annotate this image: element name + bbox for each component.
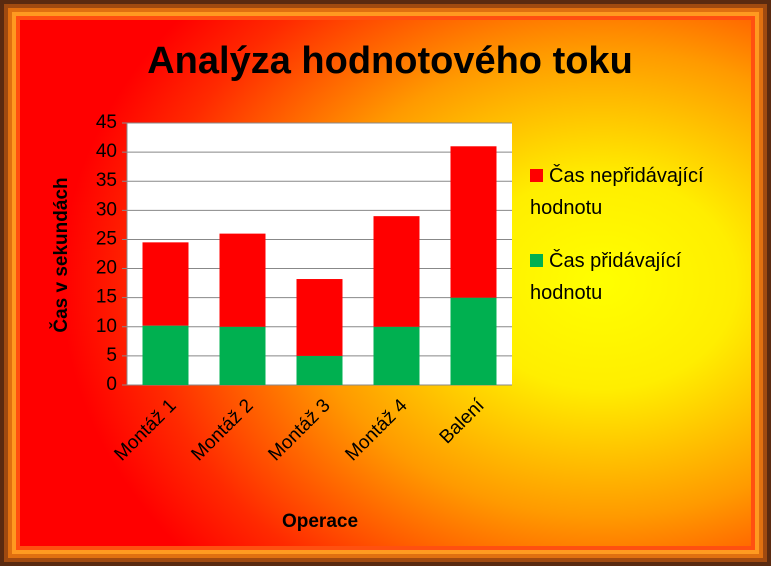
y-tick-label: 5 — [106, 345, 117, 366]
y-tick-label: 20 — [96, 258, 117, 279]
y-tick-label: 40 — [96, 141, 117, 162]
legend-label: Čas přidávající hodnotu — [530, 250, 682, 304]
x-tick-label: Montáž 3 — [264, 395, 334, 465]
bar-segment — [142, 325, 189, 385]
x-tick-label: Montáž 1 — [110, 395, 180, 465]
legend-label: Čas nepřidávající hodnotu — [530, 165, 704, 219]
y-tick-label: 30 — [96, 199, 117, 220]
bar-segment — [450, 297, 497, 385]
bar-segment — [219, 326, 266, 385]
bar-segment — [450, 146, 497, 298]
y-tick-label: 45 — [96, 112, 117, 133]
y-tick-label: 35 — [96, 170, 117, 191]
bar-segment — [296, 279, 343, 356]
bar-segment — [373, 326, 420, 385]
x-tick-label: Balení — [436, 395, 489, 448]
x-tick-label: Montáž 2 — [187, 395, 257, 465]
bar-segment — [373, 216, 420, 327]
bar-segment — [142, 242, 189, 326]
bar-segment — [219, 233, 266, 327]
bar-segment — [296, 355, 343, 385]
legend-item: Čas nepřidávající hodnotu — [530, 160, 755, 224]
x-tick-label: Montáž 4 — [341, 395, 411, 465]
y-tick-label: 0 — [106, 374, 117, 395]
y-tick-label: 10 — [96, 316, 117, 337]
x-axis-label: Operace — [282, 511, 358, 532]
legend-swatch — [530, 254, 543, 267]
y-tick-label: 15 — [96, 287, 117, 308]
y-axis-label: Čas v sekundách — [50, 177, 72, 332]
legend-item: Čas přidávající hodnotu — [530, 245, 755, 309]
legend-swatch — [530, 169, 543, 182]
chart-title: Analýza hodnotového toku — [147, 40, 633, 82]
y-tick-label: 25 — [96, 228, 117, 249]
